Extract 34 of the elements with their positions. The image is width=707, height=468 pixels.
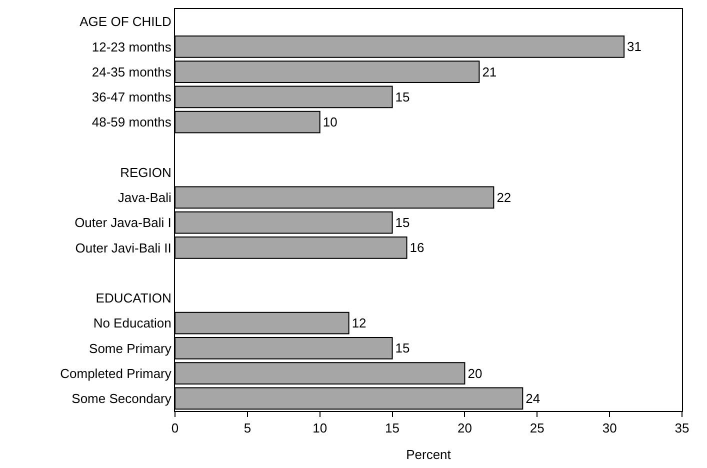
y-tick-label: Completed Primary <box>60 366 172 381</box>
y-tick-label: Outer Javi-Bali II <box>75 240 172 256</box>
data-label: 10 <box>322 114 338 130</box>
data-label: 21 <box>482 64 497 80</box>
y-tick-label: Some Secondary <box>72 390 172 406</box>
y-tick-label: AGE OF CHILD <box>80 14 172 30</box>
x-tick-label: 35 <box>674 420 690 436</box>
data-label: 15 <box>395 340 410 356</box>
y-tick-label: Outer Java-Bali I <box>74 215 172 230</box>
x-axis-title: Percent <box>406 447 452 462</box>
x-tick-label: 20 <box>457 420 472 436</box>
y-tick-label: REGION <box>120 164 172 180</box>
y-tick-label: Java-Bali <box>118 190 172 205</box>
data-label: 31 <box>627 39 642 54</box>
y-tick-label: 36-47 months <box>92 89 172 104</box>
data-label: 12 <box>352 316 366 331</box>
y-tick-label: 48-59 months <box>92 114 172 130</box>
data-label: 24 <box>526 390 540 406</box>
data-label: 16 <box>410 240 424 256</box>
y-tick-label: 24-35 months <box>92 64 172 80</box>
x-tick-label: 0 <box>171 420 179 436</box>
data-label: 20 <box>468 366 482 381</box>
x-tick-label: 5 <box>244 420 252 436</box>
data-label: 15 <box>395 89 410 104</box>
data-label: 15 <box>395 215 410 230</box>
x-tick-label: 10 <box>312 420 328 436</box>
x-tick-label: 15 <box>385 420 400 436</box>
x-tick-label: 30 <box>602 420 617 436</box>
data-label: 22 <box>496 190 512 205</box>
y-tick-label: EDUCATION <box>96 290 172 306</box>
y-tick-label: Some Primary <box>89 340 172 356</box>
y-tick-label: No Education <box>93 316 172 331</box>
x-tick-label: 25 <box>530 420 544 436</box>
y-tick-label: 12-23 months <box>92 39 172 54</box>
